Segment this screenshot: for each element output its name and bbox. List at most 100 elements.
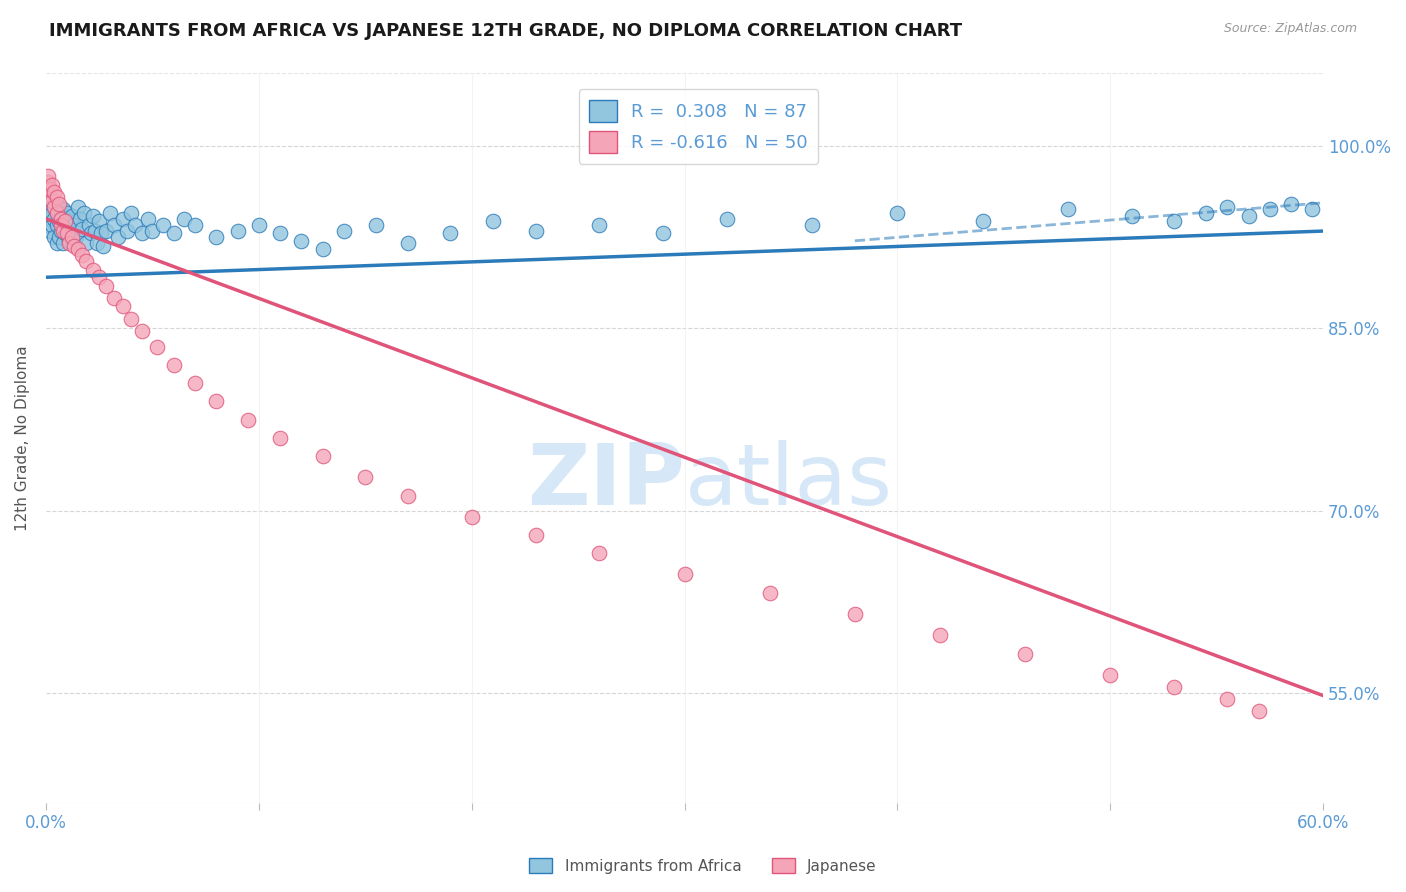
Point bbox=[41, 206, 63, 220]
Point bbox=[844, 607, 866, 621]
Point bbox=[524, 528, 547, 542]
Point bbox=[652, 227, 675, 241]
Point bbox=[45, 206, 67, 220]
Point bbox=[972, 214, 994, 228]
Point bbox=[1195, 206, 1218, 220]
Point bbox=[226, 224, 249, 238]
Point bbox=[163, 358, 186, 372]
Point bbox=[1163, 680, 1185, 694]
Point bbox=[60, 210, 83, 224]
Point bbox=[49, 210, 72, 224]
Point bbox=[53, 227, 76, 241]
Point bbox=[52, 218, 75, 232]
Point bbox=[56, 227, 79, 241]
Point bbox=[56, 224, 79, 238]
Point bbox=[205, 230, 228, 244]
Point bbox=[396, 489, 419, 503]
Point bbox=[70, 248, 93, 262]
Point bbox=[94, 224, 117, 238]
Point bbox=[124, 218, 146, 232]
Point bbox=[44, 211, 66, 226]
Point bbox=[184, 218, 207, 232]
Point bbox=[115, 224, 138, 238]
Point bbox=[48, 214, 70, 228]
Point bbox=[69, 211, 91, 226]
Point bbox=[37, 169, 59, 184]
Point bbox=[364, 218, 387, 232]
Point bbox=[52, 236, 75, 251]
Point bbox=[82, 263, 104, 277]
Point bbox=[90, 227, 112, 241]
Point bbox=[1237, 210, 1260, 224]
Point bbox=[65, 230, 87, 244]
Point bbox=[86, 236, 108, 251]
Point bbox=[53, 211, 76, 226]
Point bbox=[89, 270, 111, 285]
Point bbox=[79, 227, 101, 241]
Legend: R =  0.308   N = 87, R = -0.616   N = 50: R = 0.308 N = 87, R = -0.616 N = 50 bbox=[579, 89, 818, 164]
Point bbox=[1301, 202, 1323, 217]
Point bbox=[247, 218, 270, 232]
Point bbox=[89, 214, 111, 228]
Point bbox=[152, 218, 174, 232]
Point bbox=[44, 200, 66, 214]
Point bbox=[1216, 692, 1239, 706]
Point bbox=[588, 546, 610, 560]
Point bbox=[70, 221, 93, 235]
Point bbox=[238, 412, 260, 426]
Point bbox=[98, 206, 121, 220]
Point bbox=[588, 218, 610, 232]
Point bbox=[84, 224, 107, 238]
Point bbox=[41, 194, 63, 208]
Point bbox=[49, 224, 72, 238]
Point bbox=[58, 234, 80, 248]
Point bbox=[524, 224, 547, 238]
Point bbox=[173, 211, 195, 226]
Point bbox=[120, 311, 142, 326]
Point bbox=[103, 291, 125, 305]
Point bbox=[44, 185, 66, 199]
Point bbox=[1014, 647, 1036, 661]
Point bbox=[333, 224, 356, 238]
Point bbox=[45, 190, 67, 204]
Point bbox=[45, 206, 67, 220]
Point bbox=[801, 218, 824, 232]
Point bbox=[77, 218, 100, 232]
Text: atlas: atlas bbox=[685, 440, 893, 523]
Point bbox=[290, 234, 312, 248]
Point bbox=[1258, 202, 1281, 217]
Point bbox=[58, 214, 80, 228]
Point bbox=[269, 431, 291, 445]
Point bbox=[145, 340, 167, 354]
Point bbox=[205, 394, 228, 409]
Point bbox=[37, 206, 59, 220]
Point bbox=[460, 509, 482, 524]
Point bbox=[58, 236, 80, 251]
Point bbox=[41, 178, 63, 192]
Point bbox=[52, 202, 75, 217]
Point bbox=[39, 187, 62, 202]
Point bbox=[44, 200, 66, 214]
Point bbox=[312, 242, 335, 256]
Text: Source: ZipAtlas.com: Source: ZipAtlas.com bbox=[1223, 22, 1357, 36]
Point bbox=[94, 278, 117, 293]
Point bbox=[1216, 200, 1239, 214]
Point bbox=[1121, 210, 1143, 224]
Point bbox=[37, 176, 59, 190]
Point bbox=[673, 566, 696, 581]
Point bbox=[60, 230, 83, 244]
Point bbox=[758, 586, 780, 600]
Point bbox=[53, 214, 76, 228]
Point bbox=[354, 469, 377, 483]
Point bbox=[41, 218, 63, 232]
Point bbox=[73, 206, 96, 220]
Point bbox=[48, 230, 70, 244]
Point bbox=[396, 236, 419, 251]
Point bbox=[41, 194, 63, 208]
Point bbox=[716, 211, 738, 226]
Point bbox=[131, 324, 153, 338]
Text: ZIP: ZIP bbox=[527, 440, 685, 523]
Point bbox=[482, 214, 505, 228]
Point bbox=[48, 197, 70, 211]
Point bbox=[39, 224, 62, 238]
